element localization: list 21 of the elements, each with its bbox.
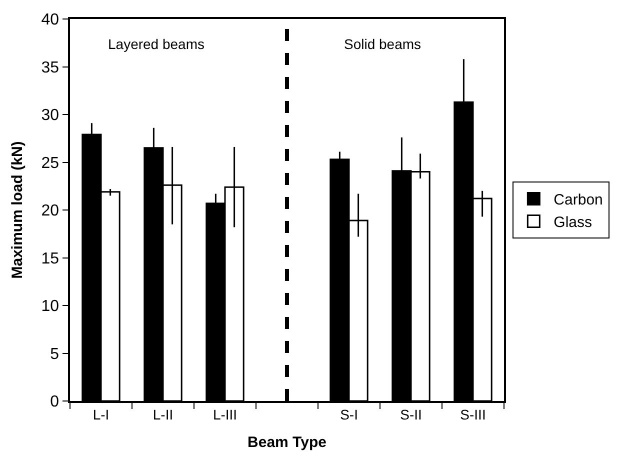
legend-label: Carbon	[554, 192, 603, 209]
legend-label: Glass	[554, 214, 592, 232]
y-axis-title: Maximum load (kN)	[9, 141, 26, 279]
y-tick-label: 30	[41, 107, 60, 124]
y-tick-label: 40	[41, 12, 60, 29]
y-tick-label: 15	[41, 250, 60, 268]
x-axis-title: Beam Type	[248, 434, 326, 452]
x-tick-label: L-II	[152, 406, 174, 423]
x-tick-label: S-III	[460, 406, 486, 423]
annotation: Solid beams	[344, 36, 422, 52]
y-tick-label: 20	[41, 202, 60, 220]
x-tick-label: S-I	[340, 406, 358, 423]
y-tick-label: 25	[41, 154, 60, 172]
y-tick-label: 0	[50, 394, 60, 411]
x-tick-label: L-III	[212, 406, 238, 423]
x-tick-label: S-II	[400, 406, 422, 423]
y-tick-label: 35	[41, 59, 60, 76]
y-tick-label: 10	[41, 298, 60, 316]
annotation: Layered beams	[108, 36, 205, 52]
y-tick-label: 5	[50, 346, 60, 363]
x-tick-label: L-I	[92, 406, 110, 423]
